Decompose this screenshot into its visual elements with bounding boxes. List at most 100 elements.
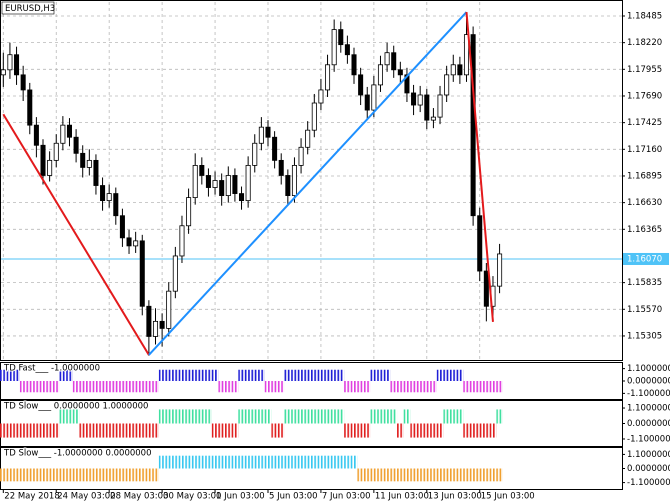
candle-body xyxy=(159,320,165,329)
indicator-bar xyxy=(469,381,477,393)
candle-body xyxy=(27,89,33,126)
x-tick-label: 11 Jun 03:00 xyxy=(375,492,429,502)
indicator-bar xyxy=(496,409,503,424)
indicator-bar xyxy=(271,381,278,393)
indicator-bar xyxy=(119,423,126,438)
indicator-bar xyxy=(363,423,371,438)
indicator-bar xyxy=(436,369,444,381)
indicator-bar xyxy=(397,381,404,393)
zigzag-line xyxy=(465,11,494,322)
x-tick-label: 1 Jun 03:00 xyxy=(216,492,265,502)
indicator-bar xyxy=(66,409,73,424)
indicator-bar xyxy=(264,381,272,393)
indicator-bar xyxy=(436,468,444,482)
indicator-bar xyxy=(244,369,252,381)
indicator-bar xyxy=(72,409,80,424)
indicator-bar xyxy=(185,369,192,381)
indicator-bar xyxy=(436,423,444,438)
indicator-bar xyxy=(324,409,331,424)
indicator-bar xyxy=(390,409,398,424)
candle-body xyxy=(100,185,106,202)
x-tick-label: 5 Jun 03:00 xyxy=(269,492,318,502)
candle-body xyxy=(417,94,423,106)
candle-body xyxy=(318,89,324,104)
indicator-bar xyxy=(238,369,245,381)
x-tick-label: 28 May 03:00 xyxy=(110,492,168,502)
candle-body xyxy=(239,193,245,202)
indicator-bar xyxy=(119,381,126,393)
indicator-bar xyxy=(59,369,67,381)
candle-body xyxy=(212,180,218,188)
indicator-bar xyxy=(370,409,378,424)
indicator-bar xyxy=(311,455,318,469)
indicator-bar xyxy=(125,468,133,482)
y-tick-label: 1.16895 xyxy=(627,171,662,181)
indicator-bar xyxy=(191,409,199,424)
candle-body xyxy=(66,124,72,138)
indicator-bar xyxy=(476,381,484,393)
indicator-bar xyxy=(476,468,484,482)
indicator-bar xyxy=(66,369,73,381)
indicator-bar xyxy=(357,381,364,393)
indicator-bar xyxy=(258,455,265,469)
indicator-bar xyxy=(251,369,259,381)
indicator-bar xyxy=(26,423,34,438)
indicator-bar xyxy=(72,468,80,482)
candle-body xyxy=(351,54,357,76)
candle-body xyxy=(186,197,192,227)
indicator-bar xyxy=(158,369,166,381)
candle-body xyxy=(358,74,364,96)
indicator-bar xyxy=(39,381,47,393)
indicator-bar xyxy=(330,409,338,424)
x-tick-label: 30 May 03:00 xyxy=(163,492,221,502)
x-tick-label: 15 Jun 03:00 xyxy=(481,492,535,502)
candle-body xyxy=(119,215,125,239)
candle-body xyxy=(384,52,390,66)
indicator-bar xyxy=(284,455,292,469)
indicator-bar xyxy=(297,369,305,381)
candle-body xyxy=(192,165,198,199)
indicator-bar xyxy=(99,468,106,482)
indicator-bar xyxy=(224,455,232,469)
candle-body xyxy=(404,74,410,94)
indicator-bar xyxy=(350,381,358,393)
indicator-bar xyxy=(443,369,450,381)
y-tick-label: -1.1000000 xyxy=(627,434,670,444)
indicator-bar xyxy=(357,468,364,482)
candle-body xyxy=(113,193,119,217)
indicator-bar xyxy=(456,369,464,381)
indicator-bar xyxy=(403,409,411,424)
indicator-bar xyxy=(284,369,292,381)
candle-body xyxy=(0,69,6,76)
y-tick-label: 1.15835 xyxy=(627,278,662,288)
indicator-bar xyxy=(324,455,331,469)
x-tick-label: 22 May 2018 xyxy=(4,492,59,502)
indicator-bar xyxy=(284,409,292,424)
indicator-bar xyxy=(244,409,252,424)
indicator-bar xyxy=(430,381,437,393)
candle-body xyxy=(437,94,443,118)
indicator-bar xyxy=(52,468,60,482)
candle-body xyxy=(166,290,172,329)
y-tick-label: 1.18485 xyxy=(627,11,662,21)
candle-body xyxy=(311,102,317,131)
indicator-bar xyxy=(218,455,225,469)
indicator-bar xyxy=(416,381,424,393)
indicator-bar xyxy=(152,468,159,482)
indicator-bar xyxy=(138,381,146,393)
indicator-bar xyxy=(92,381,100,393)
indicator-bar xyxy=(304,369,311,381)
indicator-bar xyxy=(138,423,146,438)
indicator-bar xyxy=(19,381,27,393)
indicator-bar xyxy=(377,369,384,381)
indicator-bar xyxy=(132,468,139,482)
indicator-bar xyxy=(370,468,378,482)
candle-body xyxy=(126,237,132,247)
indicator-bar xyxy=(277,455,285,469)
indicator-bar xyxy=(231,381,239,393)
indicator-bar xyxy=(469,468,477,482)
candle-body xyxy=(278,159,284,176)
indicator-bar xyxy=(6,468,14,482)
indicator-bar xyxy=(317,369,325,381)
indicator-bar xyxy=(205,409,212,424)
